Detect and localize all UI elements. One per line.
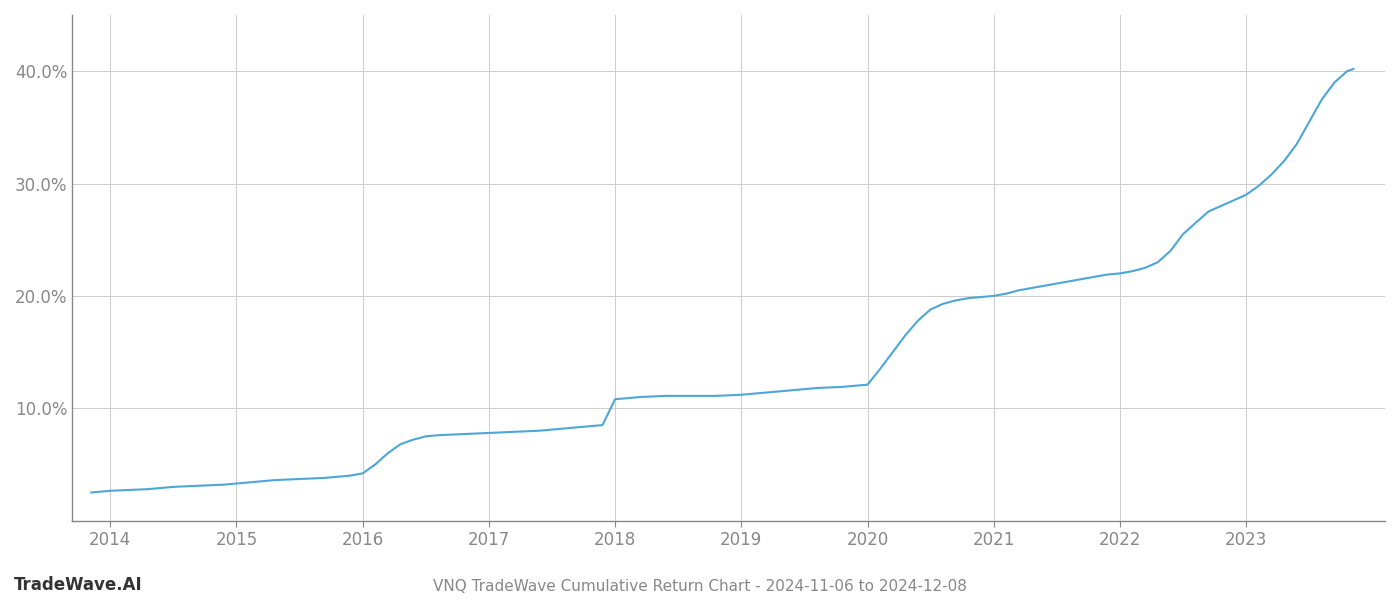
Text: VNQ TradeWave Cumulative Return Chart - 2024-11-06 to 2024-12-08: VNQ TradeWave Cumulative Return Chart - … [433,579,967,594]
Text: TradeWave.AI: TradeWave.AI [14,576,143,594]
